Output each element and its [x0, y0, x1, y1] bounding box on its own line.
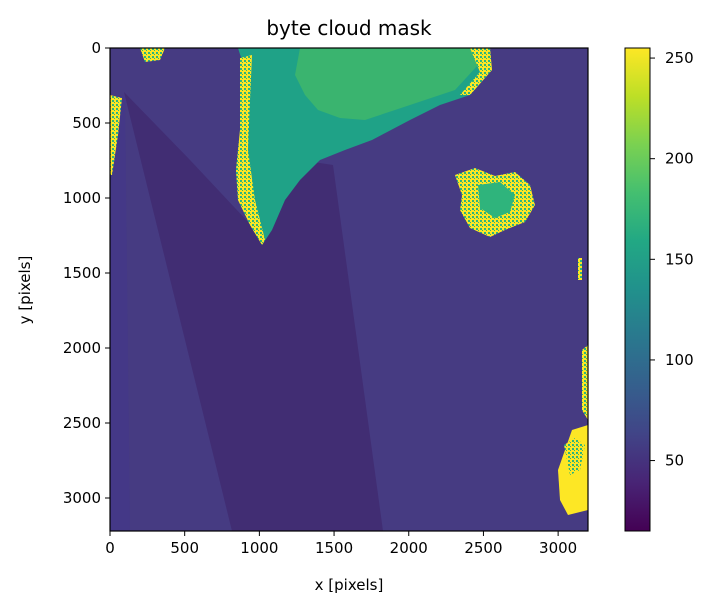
greenland-coast-east	[460, 48, 492, 95]
colorbar-tick-label-2: 150	[665, 250, 694, 268]
colorbar-tick-label-3: 200	[665, 150, 694, 168]
y-tick-label-2: 1000	[63, 189, 101, 207]
west-haze	[110, 95, 130, 531]
dark-swath	[124, 92, 383, 531]
colorbar-tick-label-1: 100	[665, 351, 694, 369]
greenland-coast-west	[236, 55, 265, 245]
y-tick-label-0: 0	[91, 39, 101, 57]
colorbar-tick-label-4: 250	[665, 49, 694, 67]
x-axis: 0 500 1000 1500 2000 2500 3000	[105, 531, 577, 557]
chart-title: byte cloud mask	[266, 16, 432, 40]
x-tick-label-1: 500	[170, 539, 199, 557]
y-tick-label-4: 2000	[63, 339, 101, 357]
x-tick-label-4: 2000	[390, 539, 428, 557]
east-spec	[578, 258, 582, 280]
y-tick-label-1: 500	[72, 114, 101, 132]
cloud-mask-image	[110, 48, 588, 531]
x-tick-label-2: 1000	[240, 539, 278, 557]
x-tick-label-0: 0	[105, 539, 115, 557]
northwest-specks	[140, 48, 165, 62]
colorbar	[624, 47, 651, 532]
y-axis-label: y [pixels]	[16, 256, 34, 325]
x-tick-label-3: 1500	[315, 539, 353, 557]
x-tick-label-6: 3000	[539, 539, 577, 557]
norway-dots	[564, 438, 585, 475]
y-tick-label-3: 1500	[63, 264, 101, 282]
x-axis-label: x [pixels]	[315, 576, 384, 594]
x-tick-label-5: 2500	[464, 539, 502, 557]
colorbar-axis: 50 100 150 200 250	[650, 49, 694, 470]
colorbar-tick-label-0: 50	[665, 452, 684, 470]
y-tick-label-5: 2500	[63, 414, 101, 432]
greenland-highland	[295, 48, 478, 120]
y-axis: 0 500 1000 1500 2000 2500 3000	[63, 39, 110, 507]
west-edge-land	[110, 95, 122, 175]
plot-frame	[109, 47, 589, 532]
norway-coast	[582, 345, 588, 420]
y-tick-label-6: 3000	[63, 489, 101, 507]
iceland-interior	[478, 182, 515, 218]
